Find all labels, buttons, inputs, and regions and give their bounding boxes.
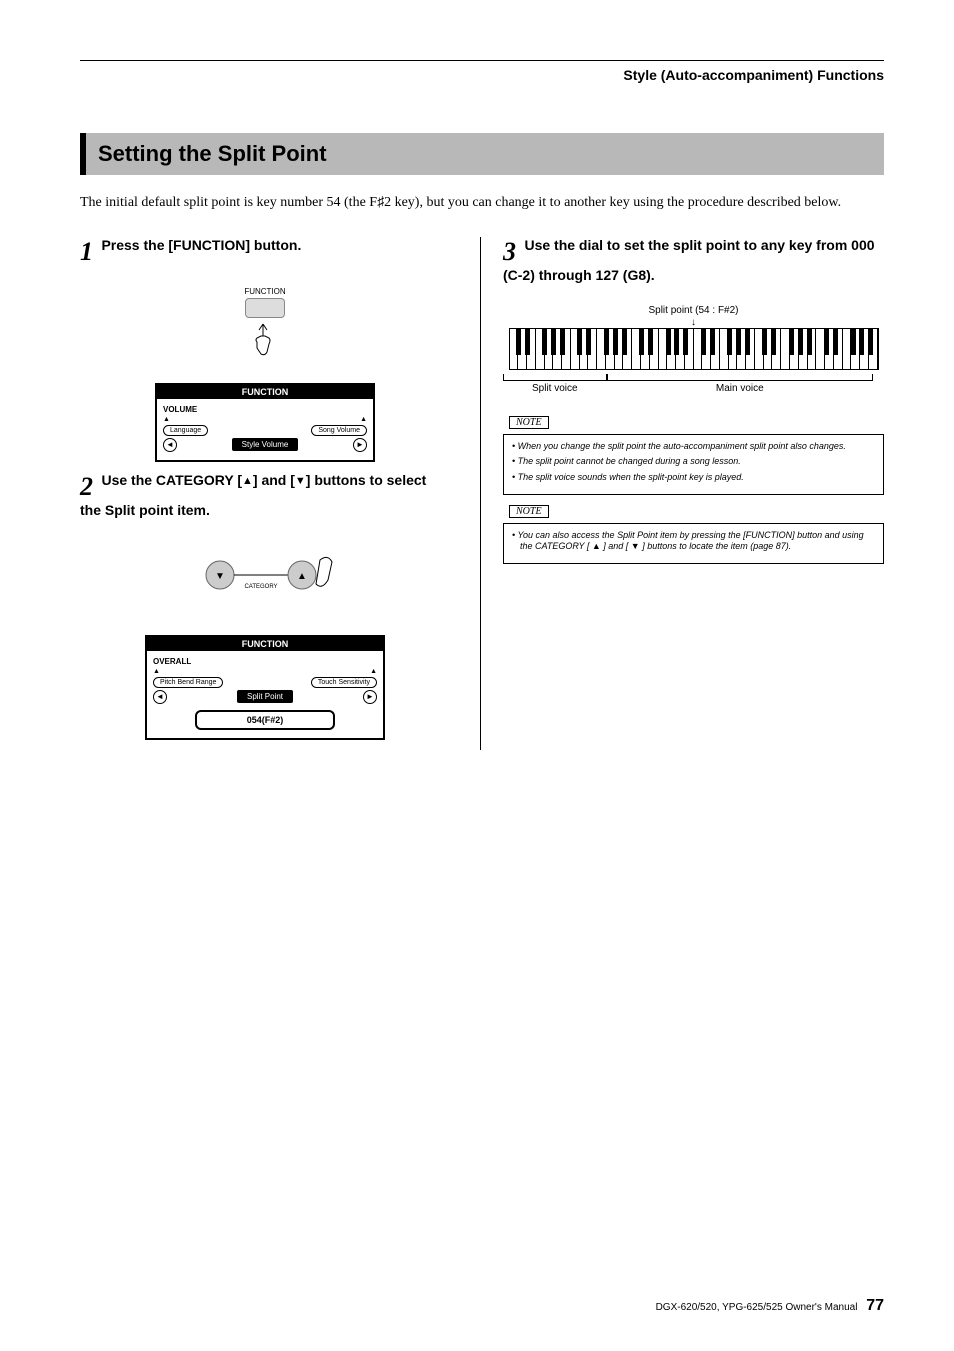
page-footer: DGX-620/520, YPG-625/525 Owner's Manual … (656, 1297, 884, 1315)
black-key (525, 329, 530, 355)
step-2: 2 Use the CATEGORY [▲] and [▼] buttons t… (80, 472, 450, 520)
page-number: 77 (866, 1297, 884, 1314)
page-title: Setting the Split Point (80, 133, 884, 175)
note-1-label: NOTE (509, 416, 549, 429)
black-key (807, 329, 812, 355)
note-box-2: NOTE You can also access the Split Point… (503, 513, 884, 564)
lcd-2-center: Split Point (237, 690, 293, 703)
black-key (833, 329, 838, 355)
note-item: You can also access the Split Point item… (512, 530, 875, 553)
step-3: 3 Use the dial to set the split point to… (503, 237, 884, 285)
black-key (683, 329, 688, 355)
svg-text:▲: ▲ (297, 571, 307, 582)
black-key (859, 329, 864, 355)
black-key (762, 329, 767, 355)
function-label: FUNCTION (80, 287, 450, 296)
lcd-2-title: FUNCTION (147, 637, 383, 651)
category-down-icon: ▼ (295, 475, 306, 487)
split-point-label: Split point (54 : F#2) (503, 305, 884, 316)
black-key (586, 329, 591, 355)
black-key (604, 329, 609, 355)
black-key (648, 329, 653, 355)
note-item: When you change the split point the auto… (512, 441, 875, 453)
note-item: The split point cannot be changed during… (512, 456, 875, 468)
black-key (542, 329, 547, 355)
svg-text:▼: ▼ (215, 571, 225, 582)
step-1: 1 Press the [FUNCTION] button. (80, 237, 450, 267)
lcd-1-title: FUNCTION (157, 385, 373, 399)
black-key (701, 329, 706, 355)
category-buttons-graphic: ▼ CATEGORY ▲ (180, 540, 350, 610)
black-key (516, 329, 521, 355)
black-key (666, 329, 671, 355)
lcd-1-right-arrow-icon: ► (353, 438, 367, 452)
lcd-1-left-arrow-icon: ◄ (163, 438, 177, 452)
note-2-label: NOTE (509, 505, 549, 518)
black-key (613, 329, 618, 355)
header-divider (80, 60, 884, 61)
black-key (710, 329, 715, 355)
black-key (727, 329, 732, 355)
note-1-list: When you change the split point the auto… (512, 441, 875, 484)
black-key (868, 329, 873, 355)
category-dial-illustration: ▼ CATEGORY ▲ (80, 540, 450, 615)
manual-title: DGX-620/520, YPG-625/525 Owner's Manual (656, 1302, 858, 1313)
step-2-number: 2 (80, 472, 93, 502)
lcd-2-right-item: Touch Sensitivity (311, 677, 377, 688)
section-header: Style (Auto-accompaniment) Functions (80, 67, 884, 83)
note-box-1: NOTE When you change the split point the… (503, 424, 884, 495)
black-key (674, 329, 679, 355)
piano-keyboard-graphic (509, 328, 879, 370)
black-key (771, 329, 776, 355)
lcd-1-left-item: Language (163, 425, 208, 436)
note-2-list: You can also access the Split Point item… (512, 530, 875, 553)
step-2-text: Use the CATEGORY [▲] and [▼] buttons to … (80, 472, 426, 518)
hand-press-icon (245, 322, 285, 358)
black-key (745, 329, 750, 355)
lcd-panel-2: FUNCTION OVERALL ▲ ▲ Pitch Bend Range To… (145, 635, 385, 740)
split-voice-bracket: Split voice (503, 374, 607, 394)
black-key (789, 329, 794, 355)
black-key (736, 329, 741, 355)
lcd-1-category: VOLUME (163, 405, 367, 414)
function-button-illustration: FUNCTION (80, 287, 450, 363)
black-key (622, 329, 627, 355)
black-key (639, 329, 644, 355)
step-3-number: 3 (503, 237, 516, 267)
black-key (824, 329, 829, 355)
note-item: The split voice sounds when the split-po… (512, 472, 875, 484)
black-key (551, 329, 556, 355)
lcd-2-value: 054(F#2) (195, 710, 335, 730)
function-button-graphic (245, 298, 285, 318)
lcd-1-right-item: Song Volume (311, 425, 367, 436)
step-1-text: Press the [FUNCTION] button. (101, 237, 301, 253)
black-key (560, 329, 565, 355)
svg-text:CATEGORY: CATEGORY (244, 584, 277, 590)
black-key (851, 329, 856, 355)
lcd-1-center: Style Volume (232, 438, 299, 451)
black-key (798, 329, 803, 355)
lcd-2-right-arrow-icon: ► (363, 690, 377, 704)
lcd-2-category: OVERALL (153, 657, 377, 666)
step-3-text: Use the dial to set the split point to a… (503, 237, 875, 283)
category-up-icon: ▲ (242, 475, 253, 487)
keyboard-diagram: Split point (54 : F#2) ↓ Split voice Mai… (503, 305, 884, 394)
lcd-panel-1: FUNCTION VOLUME ▲ ▲ Language Song Volume… (155, 383, 375, 462)
step-1-number: 1 (80, 237, 93, 267)
lcd-2-left-item: Pitch Bend Range (153, 677, 223, 688)
split-point-arrow-icon: ↓ (503, 318, 884, 328)
main-voice-bracket: Main voice (607, 374, 873, 394)
black-key (577, 329, 582, 355)
intro-paragraph: The initial default split point is key n… (80, 193, 884, 213)
lcd-2-left-arrow-icon: ◄ (153, 690, 167, 704)
